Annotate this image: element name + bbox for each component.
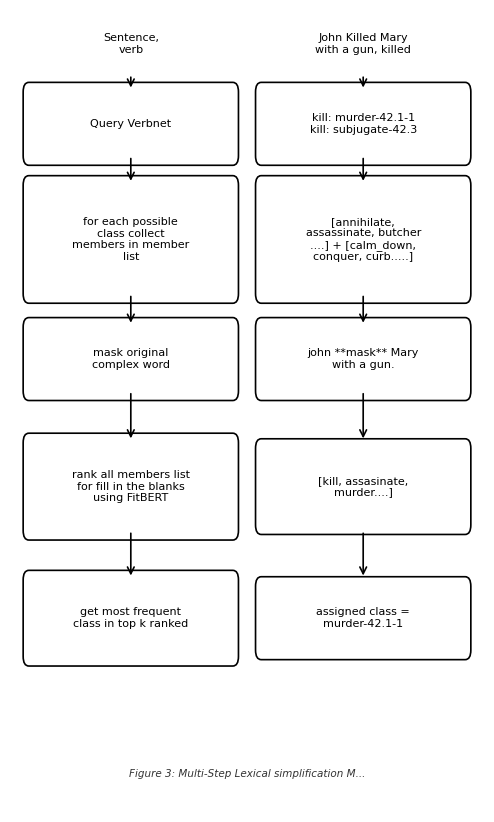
FancyBboxPatch shape — [255, 176, 471, 303]
FancyBboxPatch shape — [23, 433, 239, 540]
Text: John Killed Mary
with a gun, killed: John Killed Mary with a gun, killed — [315, 34, 411, 55]
FancyBboxPatch shape — [23, 570, 239, 666]
Text: Query Verbnet: Query Verbnet — [90, 119, 171, 129]
Text: Sentence,
verb: Sentence, verb — [103, 34, 159, 55]
FancyBboxPatch shape — [255, 577, 471, 659]
Text: kill: murder-42.1-1
kill: subjugate-42.3: kill: murder-42.1-1 kill: subjugate-42.3 — [310, 113, 417, 135]
Text: rank all members list
for fill in the blanks
using FitBERT: rank all members list for fill in the bl… — [72, 470, 190, 503]
FancyBboxPatch shape — [255, 439, 471, 534]
Text: john **mask** Mary
with a gun.: john **mask** Mary with a gun. — [307, 349, 419, 370]
FancyBboxPatch shape — [23, 317, 239, 400]
Text: [kill, assasinate,
murder....]: [kill, assasinate, murder....] — [318, 476, 409, 497]
FancyBboxPatch shape — [23, 176, 239, 303]
Text: Figure 3: Multi-Step Lexical simplification M...: Figure 3: Multi-Step Lexical simplificat… — [129, 769, 365, 778]
FancyBboxPatch shape — [255, 317, 471, 400]
Text: mask original
complex word: mask original complex word — [92, 349, 170, 370]
Text: assigned class =
murder-42.1-1: assigned class = murder-42.1-1 — [316, 607, 410, 629]
FancyBboxPatch shape — [255, 82, 471, 165]
Text: get most frequent
class in top k ranked: get most frequent class in top k ranked — [73, 607, 188, 629]
FancyBboxPatch shape — [23, 82, 239, 165]
Text: [annihilate,
assassinate, butcher
....] + [calm_down,
conquer, curb.....]: [annihilate, assassinate, butcher ....] … — [305, 216, 421, 262]
Text: for each possible
class collect
members in member
list: for each possible class collect members … — [72, 217, 189, 262]
